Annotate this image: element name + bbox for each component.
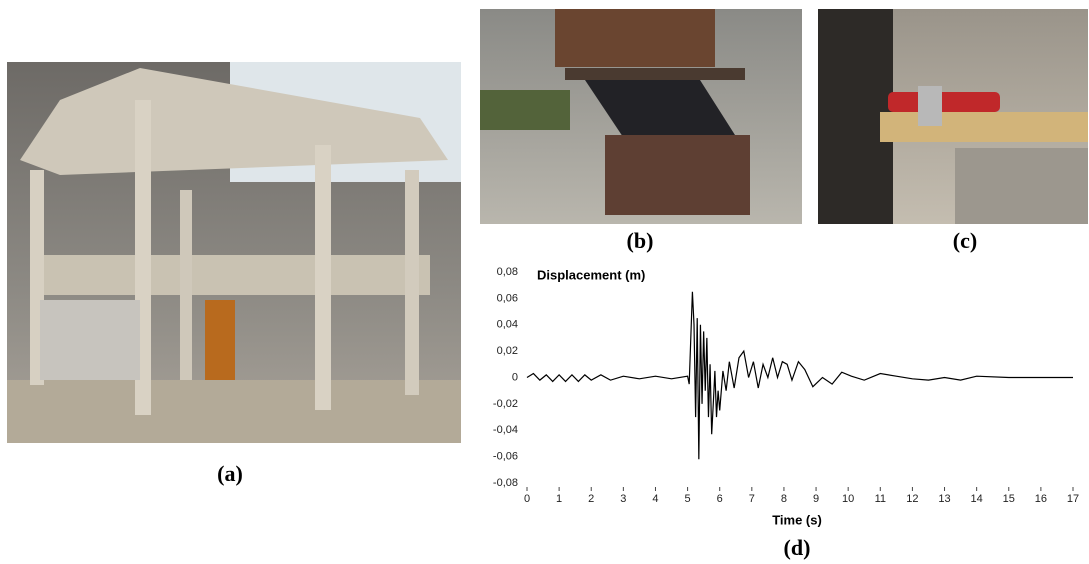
y-tick-label: 0,08 (497, 266, 518, 278)
x-tick-label: 15 (1003, 493, 1015, 505)
caption: (c) (953, 228, 977, 253)
x-tick-label: 13 (938, 493, 950, 505)
photo-c (818, 9, 1088, 224)
y-tick-label: 0,06 (497, 292, 518, 304)
y-axis-label: Displacement (m) (537, 267, 645, 282)
x-tick-label: 4 (652, 493, 658, 505)
line (526, 291, 1073, 460)
y-tick-label: 0,02 (497, 345, 518, 357)
x-tick-label: 3 (620, 493, 626, 505)
x-axis-label: Time (s) (772, 512, 822, 527)
x-tick-label: 9 (813, 493, 819, 505)
x-tick-label: 5 (685, 493, 691, 505)
photo-b (480, 9, 802, 224)
caption: (d) (784, 535, 811, 560)
x-tick-label: 8 (781, 493, 787, 505)
x-tick-label: 10 (842, 493, 854, 505)
y-tick-label: -0,08 (493, 477, 518, 489)
y-tick-label: 0 (512, 371, 518, 383)
x-tick-label: 16 (1035, 493, 1047, 505)
x-tick-label: 7 (749, 493, 755, 505)
x-tick-label: 17 (1067, 493, 1079, 505)
x-tick-label: 14 (971, 493, 983, 505)
caption: (a) (217, 461, 243, 486)
photo-a (7, 62, 461, 443)
x-tick-label: 1 (556, 493, 562, 505)
y-tick-label: -0,06 (493, 451, 518, 463)
y-tick-label: -0,02 (493, 398, 518, 410)
y-tick-label: 0,04 (497, 319, 518, 331)
x-tick-label: 6 (717, 493, 723, 505)
caption: (b) (627, 228, 654, 253)
x-tick-label: 12 (906, 493, 918, 505)
x-tick-label: 11 (875, 493, 886, 505)
y-tick-label: -0,04 (493, 424, 518, 436)
x-tick-label: 2 (588, 493, 594, 505)
x-tick-label: 0 (524, 493, 530, 505)
